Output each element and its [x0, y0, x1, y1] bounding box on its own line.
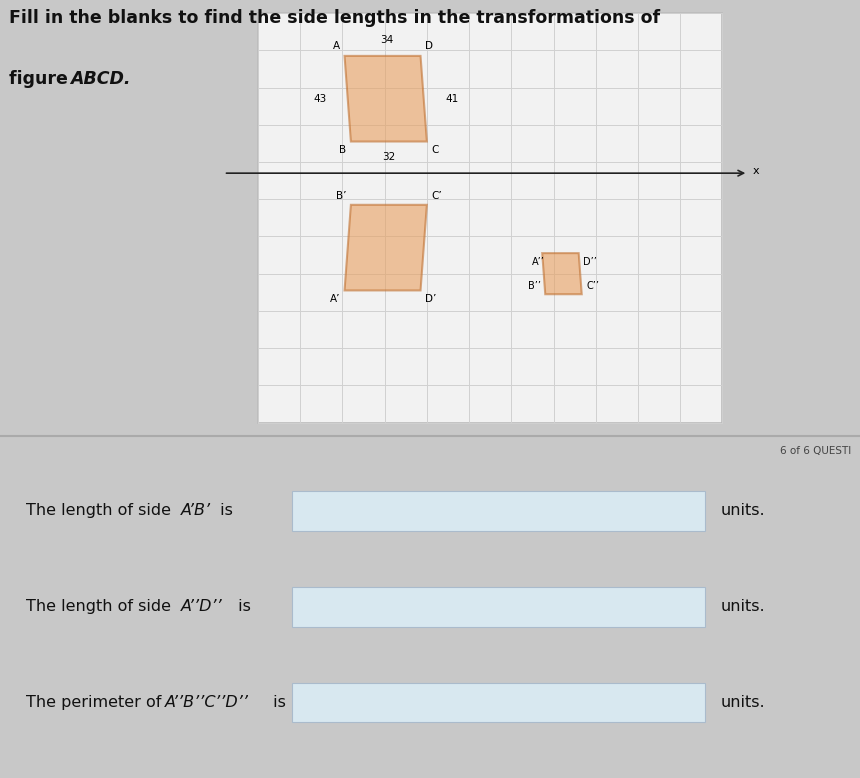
Bar	[292, 492, 705, 531]
Bar	[292, 683, 705, 722]
Text: A’’B’’C’’D’’: A’’B’’C’’D’’	[165, 696, 249, 710]
Text: x: x	[752, 166, 759, 176]
Text: Fill in the blanks to find the side lengths in the transformations of: Fill in the blanks to find the side leng…	[9, 9, 660, 26]
Text: is: is	[232, 599, 250, 615]
Text: A: A	[333, 40, 341, 51]
Polygon shape	[345, 56, 427, 142]
Text: 41: 41	[445, 93, 458, 103]
Text: 6 of 6 QUESTI: 6 of 6 QUESTI	[780, 446, 851, 456]
Text: 34: 34	[380, 35, 394, 45]
Text: B’: B’	[336, 191, 347, 202]
Text: B’’: B’’	[528, 281, 541, 291]
Text: units.: units.	[721, 503, 765, 518]
Text: The length of side: The length of side	[26, 599, 176, 615]
Text: A’B’: A’B’	[181, 503, 212, 518]
Text: figure: figure	[9, 70, 73, 88]
Text: A’’: A’’	[531, 257, 544, 267]
Polygon shape	[345, 205, 427, 290]
Text: D’: D’	[425, 294, 436, 304]
Text: D: D	[425, 40, 433, 51]
Text: units.: units.	[721, 599, 765, 615]
Text: The length of side: The length of side	[26, 503, 176, 518]
Text: C’’: C’’	[586, 281, 599, 291]
Text: 32: 32	[382, 152, 396, 163]
Bar	[258, 13, 722, 422]
Text: C’: C’	[431, 191, 442, 202]
Bar	[292, 587, 705, 626]
Text: 43: 43	[313, 93, 326, 103]
Text: D’’: D’’	[583, 257, 597, 267]
Text: is: is	[268, 696, 286, 710]
Text: B: B	[340, 145, 347, 155]
Text: ABCD.: ABCD.	[71, 70, 131, 88]
Text: A’: A’	[329, 294, 341, 304]
Text: is: is	[215, 503, 233, 518]
Polygon shape	[542, 253, 581, 294]
Text: C: C	[431, 145, 439, 155]
Text: A’’D’’: A’’D’’	[181, 599, 223, 615]
Text: The perimeter of: The perimeter of	[26, 696, 166, 710]
Text: units.: units.	[721, 696, 765, 710]
